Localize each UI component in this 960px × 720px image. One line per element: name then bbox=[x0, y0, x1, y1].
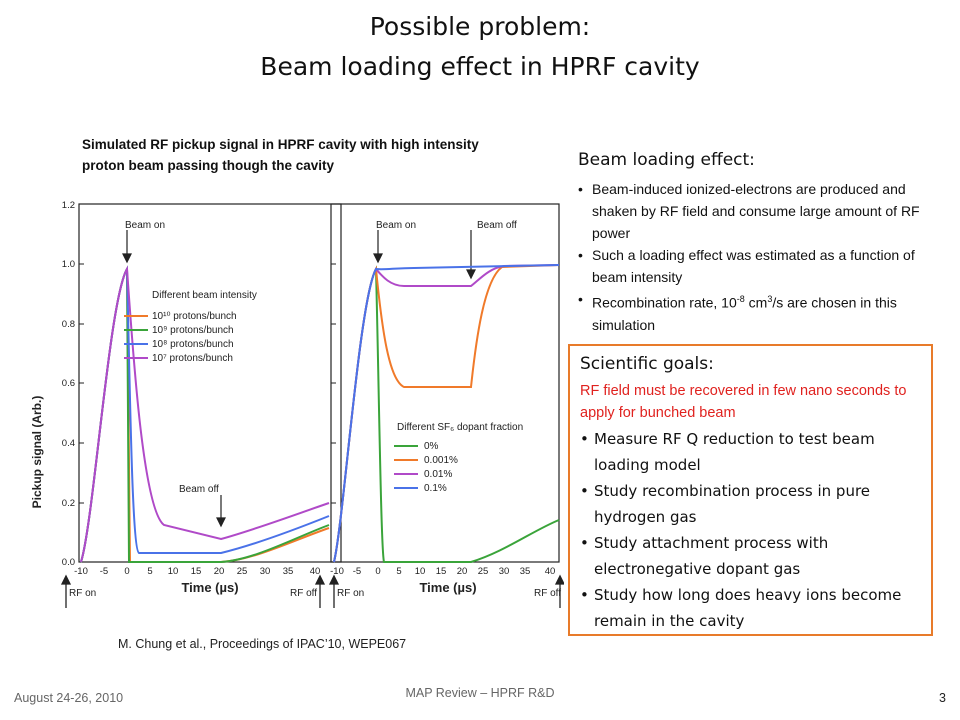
beam-loading-bullet: Such a loading effect was estimated as a… bbox=[578, 244, 950, 288]
legend-right-item: 0.01% bbox=[424, 469, 452, 480]
scientific-goal-bullet: Study attachment process with electroneg… bbox=[580, 530, 923, 582]
x-tick-label: 10 bbox=[415, 566, 426, 577]
rf-markers bbox=[60, 574, 564, 608]
curve-right-01pct bbox=[333, 264, 560, 563]
pickup-signal-plot: Pickup signal (Arb.) 0.0 0.2 0.4 0.6 0.8… bbox=[30, 200, 564, 608]
y-tick-label: 1.0 bbox=[62, 259, 75, 270]
x-tick-labels-right: -10 -5 0 5 10 15 20 25 30 35 40 bbox=[330, 566, 555, 577]
legend-right-title: Different SF₆ dopant fraction bbox=[397, 422, 523, 433]
slide-title-line2: Beam loading effect in HPRF cavity bbox=[260, 52, 700, 81]
x-tick-label: 25 bbox=[478, 566, 489, 577]
x-tick-label: 5 bbox=[147, 566, 152, 577]
x-tick-label: 40 bbox=[545, 566, 556, 577]
figure-caption-line2: proton beam passing though the cavity bbox=[82, 158, 335, 173]
x-tick-label: 30 bbox=[499, 566, 510, 577]
beam-on-label-right: Beam on bbox=[376, 220, 416, 231]
rf-on-label-right: RF on bbox=[337, 588, 364, 599]
x-tick-label: -10 bbox=[74, 566, 88, 577]
x-tick-label: 0 bbox=[124, 566, 129, 577]
x-tick-label: 15 bbox=[436, 566, 447, 577]
y-tick-labels: 0.0 0.2 0.4 0.6 0.8 1.0 1.2 bbox=[62, 200, 75, 568]
x-tick-label: -10 bbox=[330, 566, 344, 577]
y-tick-label: 0.6 bbox=[62, 378, 75, 389]
slide-title-line1: Possible problem: bbox=[369, 12, 591, 41]
y-tick-marks bbox=[79, 263, 336, 504]
scientific-goals-heading: Scientific goals: bbox=[580, 354, 714, 374]
curve-right-0001pct bbox=[333, 264, 560, 563]
beam-loading-bullet: Beam-induced ionized-electrons are produ… bbox=[578, 178, 950, 244]
scientific-goal-bullet: Measure RF Q reduction to test beam load… bbox=[580, 426, 923, 478]
left-panel-frame bbox=[78, 203, 342, 563]
legend-left-item: 10¹⁰ protons/bunch bbox=[152, 311, 237, 322]
curve-right-0pct bbox=[333, 265, 560, 563]
legend-left-title: Different beam intensity bbox=[152, 290, 257, 301]
x-axis-label-right: Time (µs) bbox=[419, 580, 476, 595]
y-tick-label: 0.0 bbox=[62, 557, 75, 568]
y-tick-label: 0.4 bbox=[62, 438, 75, 449]
beam-loading-section: Beam loading effect: Beam-induced ionize… bbox=[578, 150, 950, 336]
x-tick-label: 35 bbox=[520, 566, 531, 577]
right-panel-frame bbox=[330, 203, 560, 563]
y-tick-label: 0.2 bbox=[62, 498, 75, 509]
beam-off-label-left: Beam off bbox=[179, 484, 219, 495]
x-tick-label: 15 bbox=[191, 566, 202, 577]
legend-left-item: 10⁸ protons/bunch bbox=[152, 339, 234, 350]
y-tick-label: 1.2 bbox=[62, 200, 75, 211]
rf-off-label-left: RF off bbox=[290, 588, 317, 599]
x-tick-label: 35 bbox=[283, 566, 294, 577]
page-number: 3 bbox=[939, 691, 946, 705]
y-axis-label: Pickup signal (Arb.) bbox=[30, 396, 44, 509]
x-tick-label: -5 bbox=[353, 566, 361, 577]
curve-right-001pct bbox=[333, 264, 560, 563]
x-tick-label: -5 bbox=[100, 566, 108, 577]
scientific-goals-highlight: RF field must be recovered in few nano s… bbox=[580, 383, 907, 421]
figure-caption: Simulated RF pickup signal in HPRF cavit… bbox=[82, 134, 562, 176]
legend-left-item: 10⁷ protons/bunch bbox=[152, 353, 233, 364]
x-tick-label: 5 bbox=[396, 566, 401, 577]
beam-on-label-left: Beam on bbox=[125, 220, 165, 231]
scientific-goals-list: Measure RF Q reduction to test beam load… bbox=[580, 426, 923, 634]
y-tick-label: 0.8 bbox=[62, 319, 75, 330]
legend-left-item: 10⁹ protons/bunch bbox=[152, 325, 234, 336]
figure-caption-line1: Simulated RF pickup signal in HPRF cavit… bbox=[82, 137, 479, 152]
legend-right-item: 0.001% bbox=[424, 455, 458, 466]
beam-arrows bbox=[122, 230, 476, 528]
rf-on-label-left: RF on bbox=[69, 588, 96, 599]
x-axis-label-left: Time (µs) bbox=[181, 580, 238, 595]
x-tick-label: 20 bbox=[457, 566, 468, 577]
legend-left: 10¹⁰ protons/bunch 10⁹ protons/bunch 10⁸… bbox=[124, 311, 237, 364]
x-tick-label: 20 bbox=[214, 566, 225, 577]
footer-date: August 24-26, 2010 bbox=[14, 691, 124, 705]
beam-loading-list: Beam-induced ionized-electrons are produ… bbox=[578, 178, 950, 336]
footer-title: MAP Review – HPRF R&D bbox=[405, 686, 555, 700]
beam-loading-bullet: Recombination rate, 10-8 cm3/s are chose… bbox=[578, 288, 950, 336]
curve-left-1e7 bbox=[80, 265, 330, 563]
legend-right-item: 0.1% bbox=[424, 483, 447, 494]
citation: M. Chung et al., Proceedings of IPAC’10,… bbox=[118, 637, 407, 651]
legend-right: 0% 0.001% 0.01% 0.1% bbox=[394, 441, 458, 494]
legend-right-item: 0% bbox=[424, 441, 439, 452]
x-tick-label: 25 bbox=[237, 566, 248, 577]
scientific-goal-bullet: Study recombination process in pure hydr… bbox=[580, 478, 923, 530]
x-tick-labels-left: -10 -5 0 5 10 15 20 25 30 35 40 bbox=[74, 566, 320, 577]
beam-loading-heading: Beam loading effect: bbox=[578, 150, 755, 170]
x-tick-label: 30 bbox=[260, 566, 271, 577]
rf-off-label-right: RF off bbox=[534, 588, 561, 599]
x-tick-label: 0 bbox=[375, 566, 380, 577]
beam-off-label-right: Beam off bbox=[477, 220, 517, 231]
pickup-signal-figure: Pickup signal (Arb.) 0.0 0.2 0.4 0.6 0.8… bbox=[24, 190, 564, 610]
scientific-goals-box: Scientific goals: RF field must be recov… bbox=[568, 344, 933, 636]
scientific-goal-bullet: Study how long does heavy ions become re… bbox=[580, 582, 923, 634]
x-tick-label: 40 bbox=[310, 566, 321, 577]
x-tick-label: 10 bbox=[168, 566, 179, 577]
